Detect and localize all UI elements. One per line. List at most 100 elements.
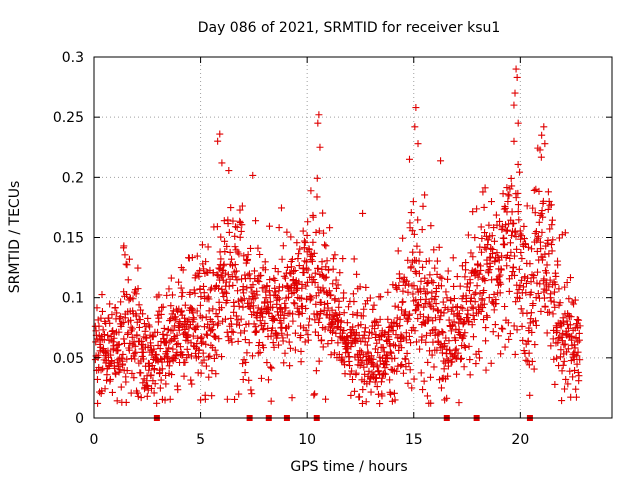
data-point: [200, 265, 208, 273]
data-point: [315, 318, 323, 326]
data-point: [136, 316, 144, 324]
data-point: [497, 280, 505, 288]
data-point: [284, 293, 292, 301]
data-point: [508, 182, 516, 190]
data-point: [124, 276, 132, 284]
data-point: [250, 267, 258, 275]
data-point: [558, 337, 566, 345]
data-point: [405, 280, 413, 288]
data-point: [576, 322, 584, 330]
data-point: [516, 168, 524, 176]
data-point: [353, 336, 361, 344]
data-point: [368, 358, 376, 366]
data-point: [235, 321, 243, 329]
data-point: [161, 396, 169, 404]
data-point: [167, 302, 175, 310]
data-point: [221, 248, 229, 256]
data-point: [322, 242, 330, 250]
data-point: [560, 341, 568, 349]
data-point: [253, 291, 261, 299]
data-point: [275, 295, 283, 303]
data-point: [434, 331, 442, 339]
data-point: [341, 361, 349, 369]
data-point: [263, 359, 271, 367]
data-point: [169, 345, 177, 353]
data-point: [473, 282, 481, 290]
data-point: [539, 213, 547, 221]
data-point: [431, 314, 439, 322]
data-point: [213, 351, 221, 359]
data-point: [362, 398, 370, 406]
data-point: [439, 298, 447, 306]
data-point: [254, 304, 262, 312]
data-point: [510, 137, 518, 145]
data-point: [253, 327, 261, 335]
data-point: [372, 318, 380, 326]
y-axis-ticks: 0 0.05 0.1 0.15 0.2 0.25 0.3: [53, 50, 612, 427]
data-point: [168, 310, 176, 318]
data-point: [323, 257, 331, 265]
data-point: [227, 204, 235, 212]
data-point: [507, 174, 515, 182]
data-point: [220, 260, 228, 268]
data-point: [279, 242, 287, 250]
data-point: [97, 314, 105, 322]
data-point: [315, 227, 323, 235]
data-point: [321, 241, 329, 249]
data-point: [315, 357, 323, 365]
data-point: [324, 340, 332, 348]
data-point: [387, 365, 395, 373]
data-point: [440, 365, 448, 373]
data-point: [525, 361, 533, 369]
data-point: [189, 309, 197, 317]
data-point: [307, 187, 315, 195]
data-point: [442, 288, 450, 296]
data-point: [343, 345, 351, 353]
data-point: [275, 341, 283, 349]
data-point: [547, 241, 555, 249]
data-point: [429, 305, 437, 313]
data-point: [293, 304, 301, 312]
data-point: [523, 202, 531, 210]
data-point: [480, 286, 488, 294]
data-point: [519, 283, 527, 291]
data-point: [256, 317, 264, 325]
data-point: [376, 400, 384, 408]
data-point: [236, 233, 244, 241]
data-point: [223, 395, 231, 403]
data-point: [172, 316, 180, 324]
data-point: [195, 353, 203, 361]
data-point: [426, 271, 434, 279]
data-point: [472, 289, 480, 297]
data-point: [488, 232, 496, 240]
data-point: [530, 272, 538, 280]
data-point: [132, 348, 140, 356]
data-point: [372, 331, 380, 339]
data-point: [178, 292, 186, 300]
data-point: [168, 291, 176, 299]
data-point: [309, 238, 317, 246]
data-point: [173, 331, 181, 339]
data-point: [252, 217, 260, 225]
data-point: [246, 303, 254, 311]
data-point: [505, 335, 513, 343]
data-point: [221, 288, 229, 296]
data-point: [516, 294, 524, 302]
data-point: [121, 251, 129, 259]
data-point: [534, 289, 542, 297]
data-point: [235, 390, 243, 398]
data-point: [300, 269, 308, 277]
data-point: [559, 329, 567, 337]
data-point: [405, 359, 413, 367]
data-point: [348, 367, 356, 375]
data-point: [288, 394, 296, 402]
data-point: [496, 289, 504, 297]
data-point: [104, 347, 112, 355]
data-point: [438, 328, 446, 336]
data-point: [268, 364, 276, 372]
data-point: [154, 311, 162, 319]
data-point: [200, 282, 208, 290]
data-point: [375, 367, 383, 375]
data-point: [367, 352, 375, 360]
data-point: [443, 294, 451, 302]
